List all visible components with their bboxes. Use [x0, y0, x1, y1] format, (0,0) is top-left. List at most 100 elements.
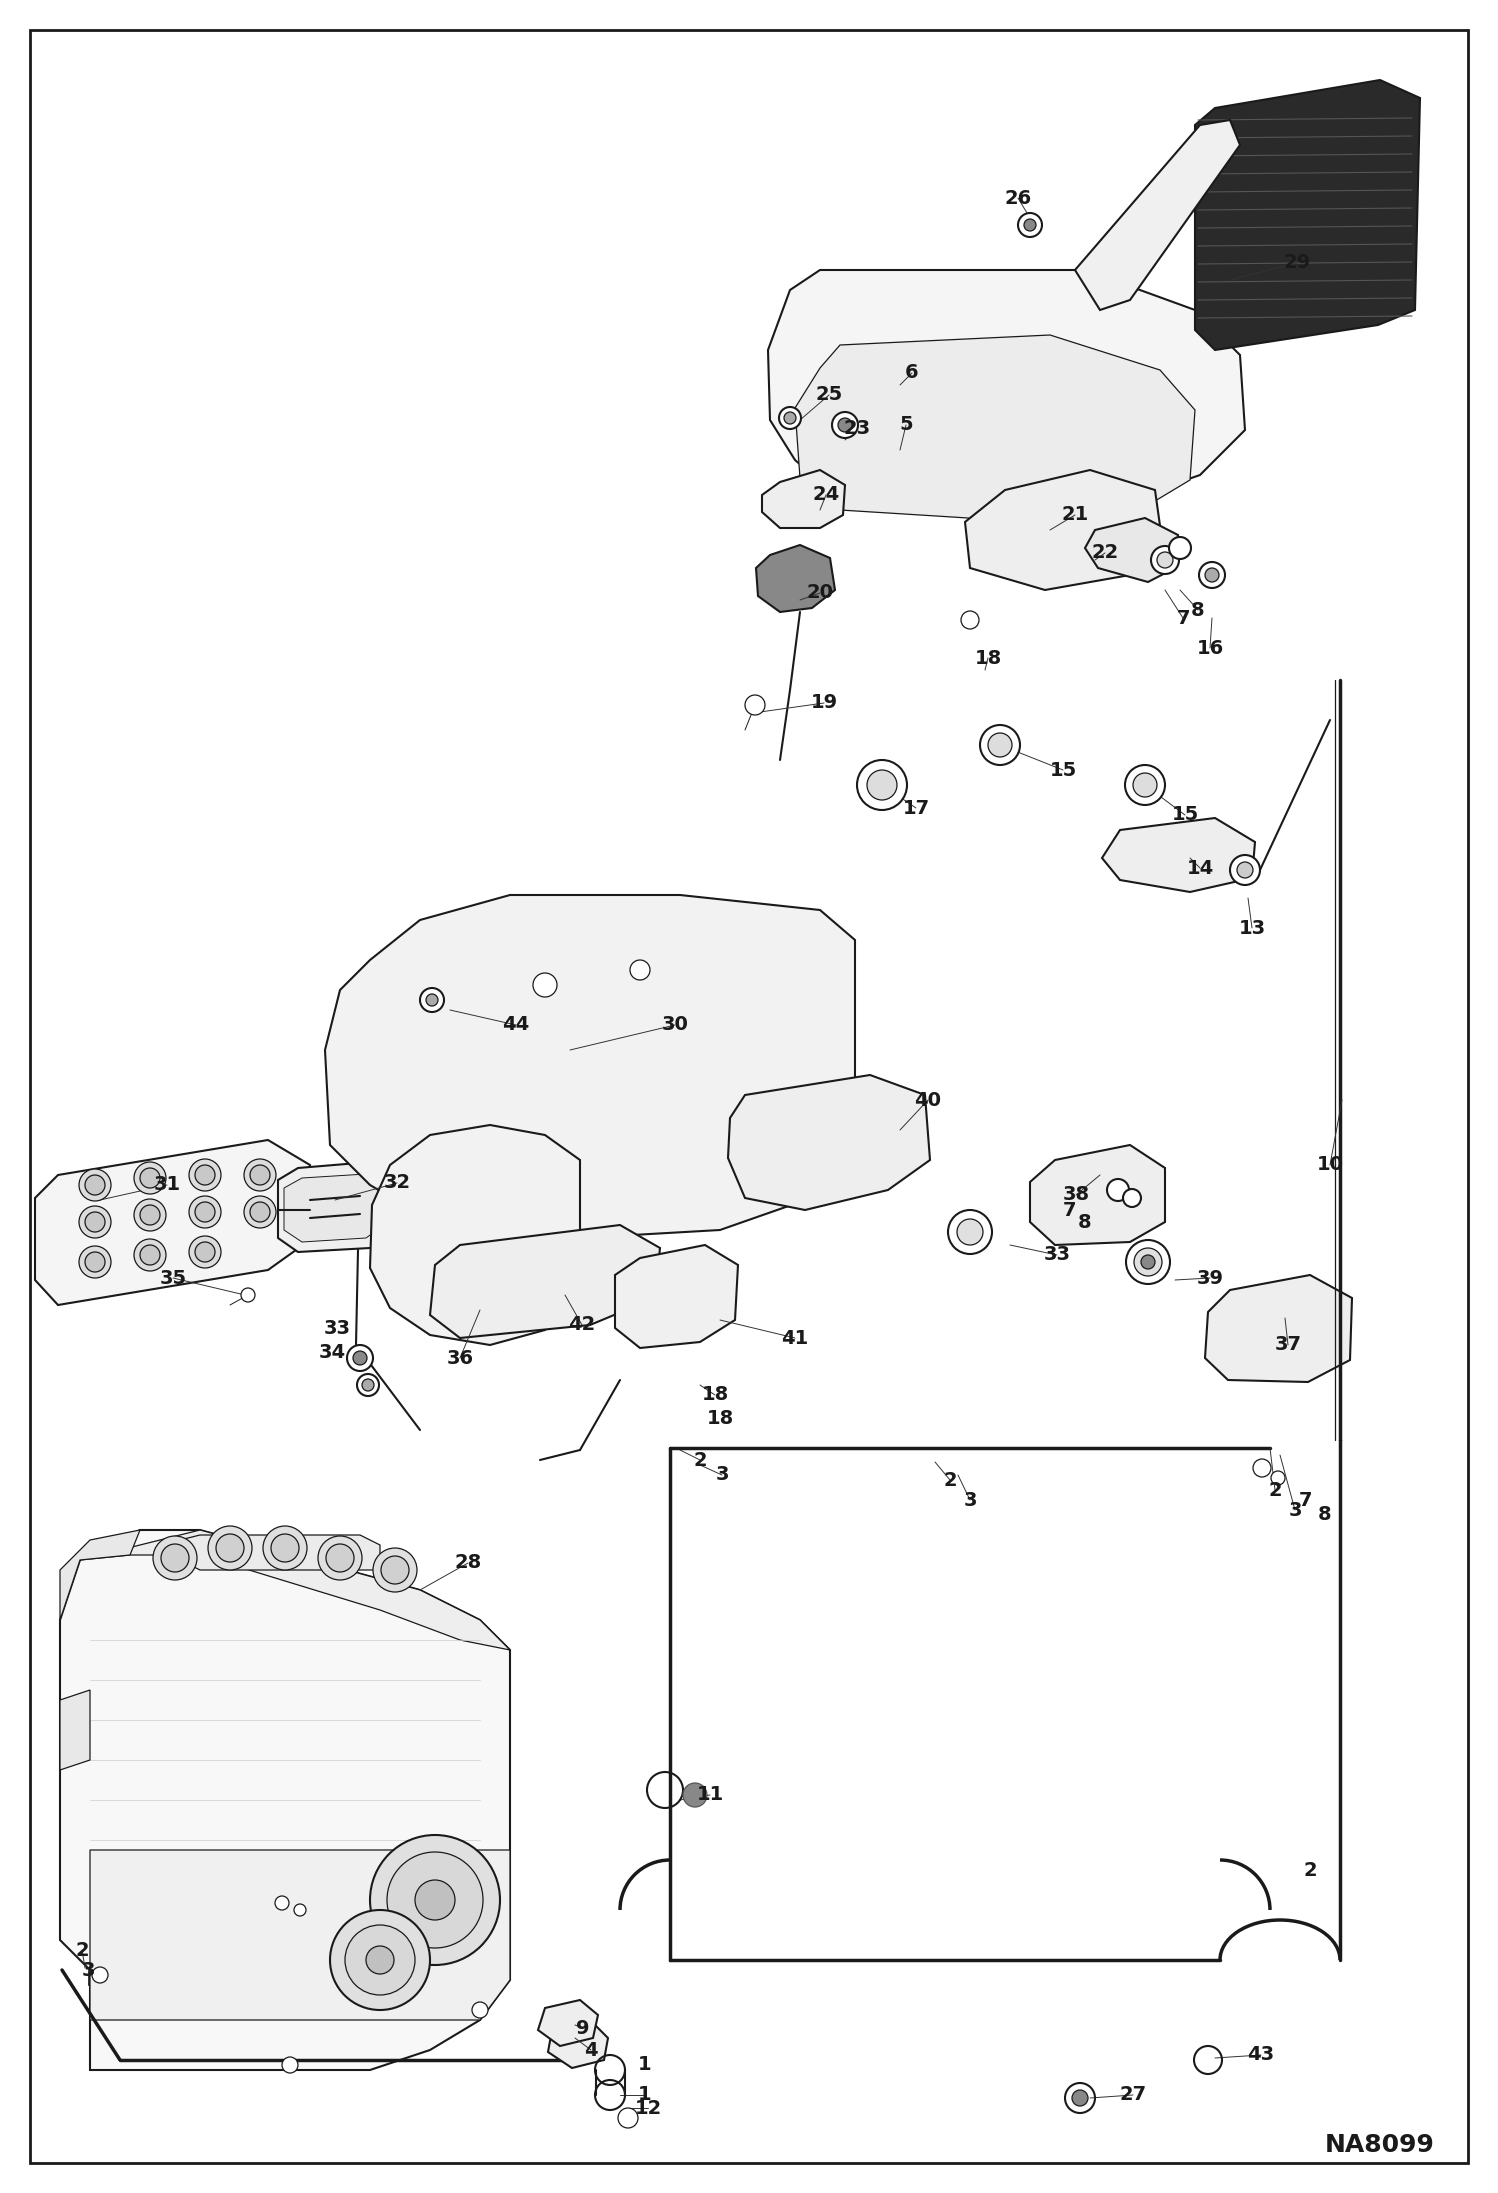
Text: 43: 43	[1248, 2046, 1275, 2064]
Circle shape	[415, 1879, 455, 1921]
Circle shape	[425, 993, 437, 1007]
Polygon shape	[90, 1851, 509, 2020]
Circle shape	[79, 1169, 111, 1202]
Text: 25: 25	[815, 386, 842, 404]
Text: 20: 20	[806, 583, 833, 603]
Circle shape	[1019, 213, 1043, 237]
Circle shape	[195, 1164, 216, 1184]
Circle shape	[1230, 855, 1260, 886]
Circle shape	[533, 974, 557, 998]
Circle shape	[139, 1246, 160, 1265]
Text: 7: 7	[1299, 1491, 1312, 1509]
Polygon shape	[795, 336, 1195, 520]
Polygon shape	[1195, 79, 1420, 351]
Circle shape	[419, 989, 443, 1011]
Polygon shape	[370, 1125, 580, 1344]
Text: 33: 33	[1044, 1246, 1071, 1265]
Circle shape	[619, 2107, 638, 2127]
Circle shape	[837, 419, 852, 432]
Polygon shape	[548, 2020, 608, 2068]
Polygon shape	[762, 469, 845, 529]
Circle shape	[294, 1904, 306, 1917]
Polygon shape	[430, 1226, 661, 1338]
Circle shape	[631, 961, 650, 980]
Circle shape	[472, 2002, 488, 2018]
Circle shape	[160, 1544, 189, 1572]
Circle shape	[85, 1213, 105, 1232]
Polygon shape	[34, 1140, 310, 1305]
Polygon shape	[768, 270, 1245, 511]
Text: NA8099: NA8099	[1326, 2134, 1435, 2158]
Circle shape	[1125, 765, 1165, 805]
Polygon shape	[1103, 818, 1255, 893]
Circle shape	[139, 1204, 160, 1226]
Text: 2: 2	[1269, 1480, 1282, 1500]
Polygon shape	[616, 1246, 739, 1349]
Circle shape	[189, 1195, 222, 1228]
Polygon shape	[1204, 1274, 1353, 1382]
Circle shape	[1126, 1239, 1170, 1283]
Text: 36: 36	[446, 1349, 473, 1368]
Text: 42: 42	[568, 1316, 596, 1336]
Circle shape	[980, 726, 1020, 765]
Text: 28: 28	[454, 1553, 482, 1572]
Circle shape	[354, 1351, 367, 1364]
Circle shape	[366, 1945, 394, 1974]
Circle shape	[1252, 1458, 1270, 1478]
Text: 7: 7	[1176, 607, 1189, 627]
Circle shape	[386, 1853, 482, 1947]
Polygon shape	[1076, 121, 1240, 309]
Circle shape	[1025, 219, 1037, 230]
Text: 11: 11	[697, 1785, 724, 1805]
Circle shape	[79, 1246, 111, 1279]
Text: 27: 27	[1119, 2086, 1146, 2105]
Circle shape	[957, 1219, 983, 1246]
Circle shape	[1168, 537, 1191, 559]
Polygon shape	[285, 1173, 383, 1241]
Text: 34: 34	[319, 1342, 346, 1362]
Text: 18: 18	[701, 1386, 728, 1404]
Text: 40: 40	[914, 1090, 942, 1110]
Text: 17: 17	[902, 798, 930, 818]
Circle shape	[189, 1158, 222, 1191]
Circle shape	[348, 1344, 373, 1371]
Text: 24: 24	[812, 485, 839, 504]
Text: 26: 26	[1004, 189, 1032, 208]
Circle shape	[91, 1967, 108, 1982]
Text: 15: 15	[1050, 761, 1077, 779]
Polygon shape	[728, 1075, 930, 1211]
Circle shape	[1107, 1180, 1129, 1202]
Text: 3: 3	[81, 1961, 94, 1980]
Circle shape	[357, 1375, 379, 1397]
Text: 3: 3	[715, 1465, 728, 1485]
Circle shape	[327, 1544, 354, 1572]
Text: 23: 23	[843, 419, 870, 436]
Circle shape	[1198, 561, 1225, 588]
Circle shape	[195, 1241, 216, 1261]
Circle shape	[1204, 568, 1219, 581]
Circle shape	[1073, 2090, 1088, 2105]
Circle shape	[208, 1526, 252, 1570]
Circle shape	[1270, 1472, 1285, 1485]
Circle shape	[250, 1202, 270, 1222]
Text: 2: 2	[944, 1472, 957, 1489]
Text: 35: 35	[159, 1268, 187, 1287]
Polygon shape	[1031, 1145, 1165, 1246]
Circle shape	[867, 770, 897, 800]
Circle shape	[133, 1239, 166, 1272]
Circle shape	[962, 612, 980, 629]
Text: 8: 8	[1318, 1507, 1332, 1524]
Text: 7: 7	[1064, 1200, 1077, 1219]
Text: 1: 1	[638, 2086, 652, 2105]
Circle shape	[1237, 862, 1252, 877]
Circle shape	[370, 1836, 500, 1965]
Circle shape	[948, 1211, 992, 1254]
Text: 21: 21	[1062, 507, 1089, 524]
Text: 33: 33	[324, 1318, 351, 1338]
Text: 19: 19	[810, 693, 837, 713]
Circle shape	[989, 732, 1013, 757]
Text: 41: 41	[782, 1329, 809, 1347]
Circle shape	[244, 1158, 276, 1191]
Circle shape	[241, 1287, 255, 1303]
Polygon shape	[965, 469, 1162, 590]
